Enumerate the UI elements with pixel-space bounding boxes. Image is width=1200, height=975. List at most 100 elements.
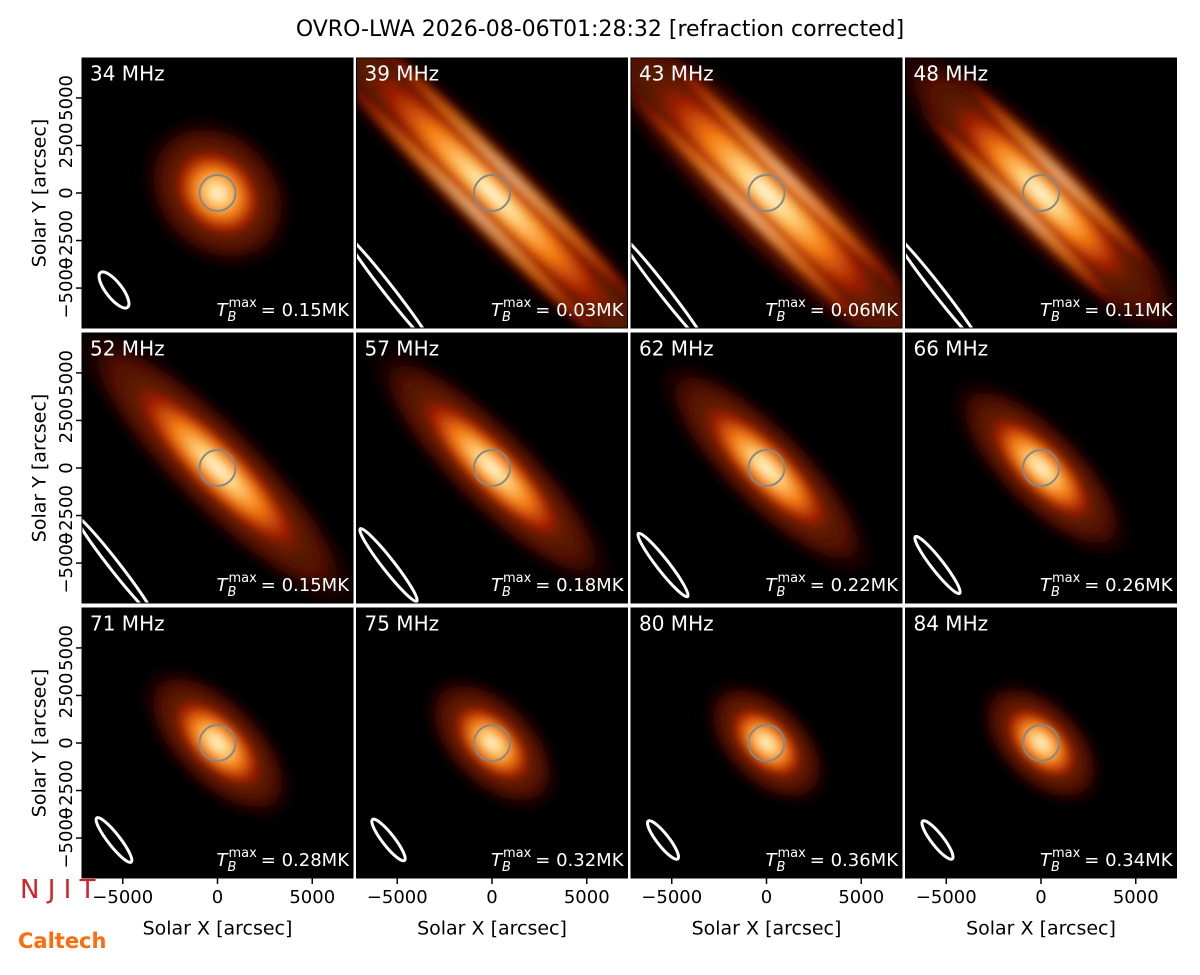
caltech-logo: Caltech	[18, 929, 106, 953]
emission	[650, 351, 883, 585]
frequency-label: 71 MHz	[90, 612, 165, 636]
panel: 39 MHz TBmax = 0.03MK	[356, 57, 628, 329]
emission-stripe	[631, 62, 897, 328]
emission	[360, 336, 624, 600]
tmax-label: TBmax = 0.15MK	[217, 571, 351, 600]
y-tick-label: −5000	[56, 258, 77, 319]
panel-frame	[905, 332, 1177, 604]
frequency-label: 57 MHz	[365, 337, 440, 361]
beam-ellipse	[636, 531, 690, 599]
beam-ellipse	[645, 819, 681, 861]
solar-disk	[473, 449, 511, 487]
tmax-value: = 0.11MK	[1084, 300, 1173, 321]
panel: 62 MHz TBmax = 0.22MK	[630, 332, 903, 604]
emission-core	[443, 694, 541, 792]
y-tick-label: 5000	[56, 350, 77, 396]
solar-disk	[1022, 449, 1060, 487]
y-tick-label: −2500	[56, 485, 77, 546]
frequency-label: 34 MHz	[90, 62, 165, 86]
emission-stripe	[906, 94, 1140, 328]
tb-sup: max	[503, 296, 532, 311]
y-tick-label: 5000	[56, 75, 77, 121]
tb-symbol: T	[1040, 575, 1053, 596]
solar-disk	[473, 174, 511, 212]
panel-frame	[630, 57, 903, 329]
emission	[944, 371, 1138, 565]
tb-symbol: T	[217, 850, 230, 871]
x-axis-label: Solar X [arcsec]	[417, 918, 567, 940]
beam-ellipse	[82, 514, 154, 603]
tb-symbol: T	[217, 575, 230, 596]
tb-sup: max	[777, 296, 806, 311]
frequency-label: 39 MHz	[365, 62, 440, 86]
tb-sup: max	[228, 571, 257, 586]
x-tick-label: −5000	[92, 887, 153, 908]
emission-core	[115, 366, 320, 570]
x-tick-label: 5000	[289, 887, 335, 908]
tmax-label: TBmax = 0.18MK	[491, 571, 625, 600]
emission-core	[631, 58, 902, 328]
tmax-value: = 0.22MK	[810, 575, 899, 596]
emission-stripe	[942, 58, 1176, 292]
tmax-label: TBmax = 0.03MK	[491, 296, 625, 325]
solar-disk	[747, 174, 786, 212]
beam-ellipse	[913, 534, 962, 596]
tmax-value: = 0.18MK	[535, 575, 624, 596]
emission-core	[976, 403, 1106, 533]
emission-core	[162, 687, 273, 799]
beam	[370, 817, 407, 863]
panel-frame	[356, 332, 628, 604]
beam	[636, 531, 690, 599]
emission	[699, 675, 834, 811]
panel: 66 MHz TBmax = 0.26MK	[905, 332, 1177, 604]
y-tick-label: 5000	[56, 625, 77, 671]
tmax-label: TBmax = 0.22MK	[766, 571, 900, 600]
tb-sub: B	[1051, 860, 1060, 875]
emission	[136, 111, 299, 275]
beam	[631, 233, 708, 328]
tb-symbol: T	[491, 300, 504, 321]
x-axis-label: Solar X [arcsec]	[966, 918, 1116, 940]
frequency-label: 80 MHz	[639, 612, 714, 636]
tb-symbol: T	[217, 300, 230, 321]
tb-symbol: T	[766, 850, 779, 871]
x-axis-label: Solar X [arcsec]	[692, 918, 842, 940]
panel: 48 MHz TBmax = 0.11MK	[905, 57, 1177, 329]
solar-disk	[747, 724, 786, 762]
emission	[418, 669, 566, 817]
tb-sub: B	[228, 860, 237, 875]
solar-disk	[198, 449, 237, 487]
emission	[973, 675, 1109, 811]
tb-sub: B	[228, 310, 237, 325]
tb-symbol: T	[1040, 850, 1053, 871]
tmax-label: TBmax = 0.11MK	[1040, 296, 1174, 325]
tb-sup: max	[1052, 571, 1081, 586]
tb-sub: B	[228, 585, 237, 600]
beam	[94, 816, 134, 864]
x-tick-label: 5000	[1113, 887, 1159, 908]
emission-core	[931, 83, 1151, 303]
tmax-label: TBmax = 0.36MK	[766, 846, 900, 875]
beam-ellipse	[356, 233, 434, 328]
tmax-label: TBmax = 0.06MK	[766, 296, 900, 325]
solar-disk	[198, 724, 237, 762]
solar-disk	[1022, 174, 1060, 212]
solar-disk	[198, 174, 237, 212]
beam-ellipse	[920, 819, 955, 861]
tb-sub: B	[777, 860, 786, 875]
tmax-label: TBmax = 0.28MK	[217, 846, 351, 875]
tmax-value: = 0.28MK	[261, 850, 350, 871]
y-tick-label: −2500	[56, 760, 77, 821]
y-tick-label: 0	[56, 737, 77, 748]
beam-ellipse	[905, 233, 983, 328]
beam-ellipse	[370, 817, 407, 863]
x-tick-label: −5000	[367, 887, 428, 908]
panel: 43 MHz TBmax = 0.06MK	[630, 57, 903, 329]
tmax-label: TBmax = 0.15MK	[217, 296, 351, 325]
y-tick-label: −5000	[56, 808, 77, 869]
y-axis-label: Solar Y [arcsec]	[29, 394, 51, 542]
x-tick-label: 5000	[838, 887, 884, 908]
tb-sub: B	[777, 310, 786, 325]
emission-stripe	[636, 58, 902, 324]
